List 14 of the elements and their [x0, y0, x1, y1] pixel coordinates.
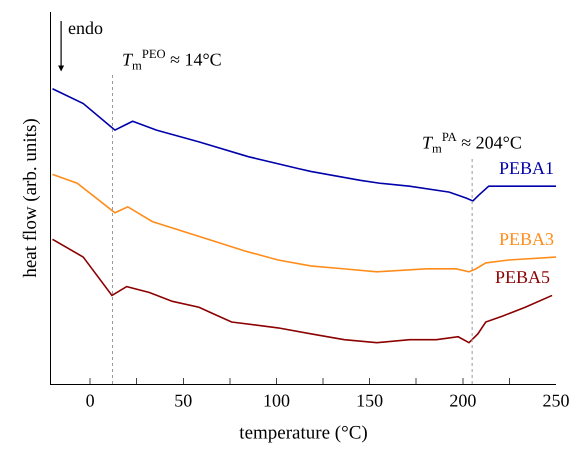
x-tick-label: 50: [174, 390, 192, 411]
y-axis-title: heat flow (arb. units): [20, 118, 41, 278]
x-tick-label: 100: [262, 390, 290, 411]
series-label: PEBA1: [499, 158, 554, 178]
x-tick-label: 0: [86, 390, 95, 411]
series-label: PEBA5: [495, 267, 550, 287]
series-label: PEBA3: [499, 229, 554, 249]
x-tick-label: 150: [356, 390, 384, 411]
ref-line-label: T$_{m}$$^{PA}$ ≈ 204°C: [422, 130, 522, 156]
ref-line-label: T$_{m}$$^{PEO}$ ≈ 14°C: [122, 47, 222, 72]
x-tick-label: 250: [542, 390, 570, 411]
text: endo: [68, 18, 103, 38]
x-axis-title: temperature (°C): [239, 422, 368, 444]
x-tick-label: 200: [449, 390, 476, 411]
